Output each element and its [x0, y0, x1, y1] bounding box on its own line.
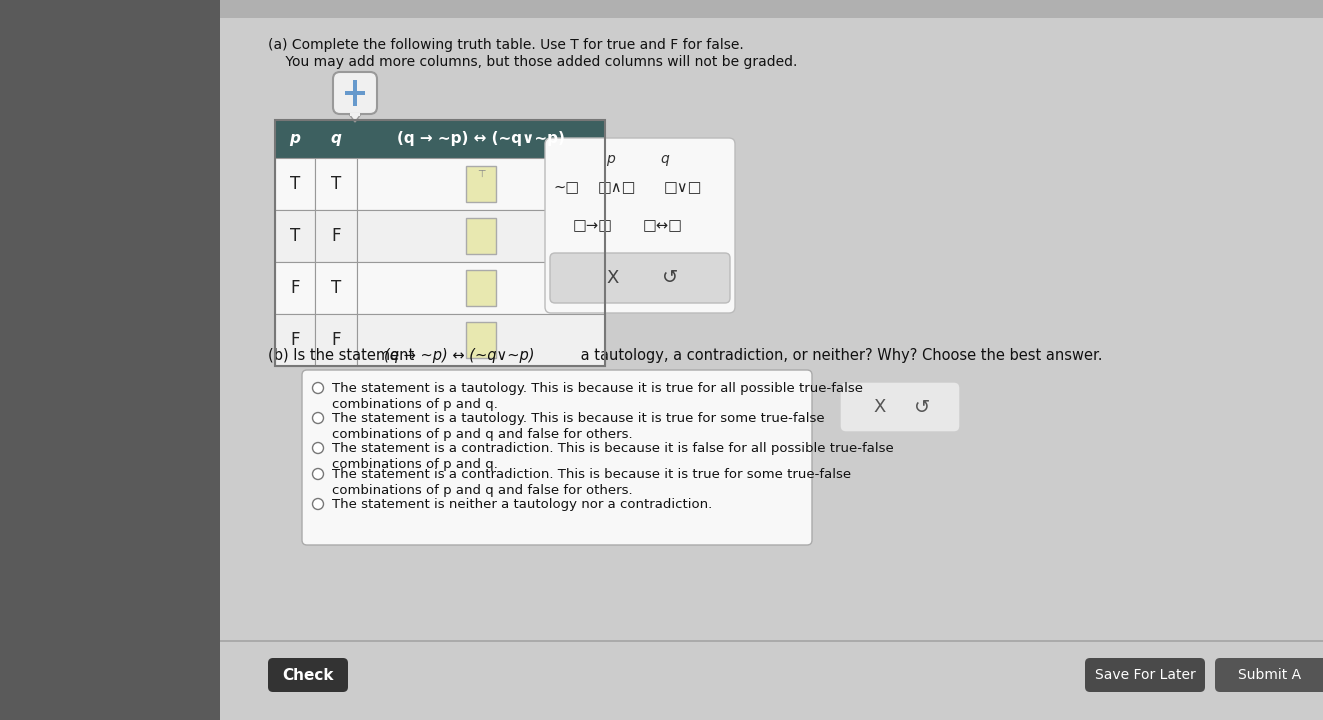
Text: Submit A: Submit A [1238, 668, 1302, 682]
Bar [275, 120, 605, 366]
FancyBboxPatch shape [550, 253, 730, 303]
Bar [220, 640, 1323, 642]
Bar [275, 314, 315, 366]
Bar [275, 158, 315, 210]
Text: F: F [290, 279, 300, 297]
FancyBboxPatch shape [269, 658, 348, 692]
Bar [275, 210, 315, 262]
Circle shape [312, 498, 324, 510]
Bar [315, 210, 357, 262]
Bar [345, 91, 365, 95]
Text: The statement is neither a tautology nor a contradiction.: The statement is neither a tautology nor… [332, 498, 712, 511]
Text: X: X [873, 398, 886, 416]
FancyBboxPatch shape [333, 72, 377, 114]
Bar [220, 0, 1323, 18]
FancyBboxPatch shape [1215, 658, 1323, 692]
FancyBboxPatch shape [302, 370, 812, 545]
Text: ⊤: ⊤ [476, 169, 486, 179]
Text: □∧□: □∧□ [598, 181, 636, 196]
Bar [351, 113, 360, 116]
Text: F: F [331, 227, 341, 245]
Text: q: q [331, 132, 341, 146]
Text: p: p [290, 132, 300, 146]
Text: Check: Check [282, 667, 333, 683]
Bar [466, 322, 496, 358]
Text: □→□: □→□ [573, 218, 613, 233]
Bar [0, 0, 1323, 18]
Text: F: F [290, 331, 300, 349]
Bar [0, 0, 220, 720]
Bar [275, 262, 315, 314]
FancyBboxPatch shape [1085, 658, 1205, 692]
Text: T: T [290, 175, 300, 193]
Text: X: X [607, 269, 619, 287]
Bar [220, 0, 1323, 720]
Text: a tautology, a contradiction, or neither? Why? Choose the best answer.: a tautology, a contradiction, or neither… [576, 348, 1102, 363]
Text: ↺: ↺ [914, 397, 930, 416]
Circle shape [312, 382, 324, 394]
Bar [357, 210, 605, 262]
Circle shape [312, 443, 324, 454]
Text: combinations of ​p​ and ​q​.: combinations of ​p​ and ​q​. [332, 398, 497, 411]
Text: The statement is a contradiction. This is because it is false for all possible t: The statement is a contradiction. This i… [332, 442, 894, 455]
Text: Save For Later: Save For Later [1094, 668, 1196, 682]
Bar [357, 314, 605, 366]
Text: combinations of ​p​ and ​q​.: combinations of ​p​ and ​q​. [332, 458, 497, 471]
Bar [315, 314, 357, 366]
FancyBboxPatch shape [545, 138, 736, 313]
Bar [357, 158, 605, 210]
Text: ↺: ↺ [662, 269, 679, 287]
Bar [353, 80, 357, 106]
Text: combinations of ​p​ and ​q​ and false for others.: combinations of ​p​ and ​q​ and false fo… [332, 484, 632, 497]
Bar [275, 120, 605, 158]
Text: T: T [290, 227, 300, 245]
Text: F: F [331, 331, 341, 349]
Bar [466, 218, 496, 254]
Text: T: T [331, 279, 341, 297]
Bar [315, 158, 357, 210]
Bar [315, 262, 357, 314]
Text: □∨□: □∨□ [664, 181, 703, 196]
Bar [466, 270, 496, 306]
Text: ∼□: ∼□ [554, 181, 579, 196]
Circle shape [312, 469, 324, 480]
Bar [357, 262, 605, 314]
Text: q: q [660, 152, 669, 166]
Text: The statement is a tautology. This is because it is true for some true-false: The statement is a tautology. This is be… [332, 412, 824, 425]
Bar [466, 166, 496, 202]
Text: p: p [606, 152, 614, 166]
Text: The statement is a tautology. This is because it is true for all possible true-f: The statement is a tautology. This is be… [332, 382, 863, 395]
Text: (q → ∼p) ↔ (∼q∨∼p): (q → ∼p) ↔ (∼q∨∼p) [384, 348, 534, 363]
FancyBboxPatch shape [840, 382, 960, 432]
Polygon shape [349, 114, 361, 122]
Circle shape [312, 413, 324, 423]
Text: (b) Is the statement: (b) Is the statement [269, 348, 419, 363]
Text: □↔□: □↔□ [643, 218, 683, 233]
Text: combinations of ​p​ and ​q​ and false for others.: combinations of ​p​ and ​q​ and false fo… [332, 428, 632, 441]
Text: T: T [331, 175, 341, 193]
Text: You may add more columns, but those added columns will not be graded.: You may add more columns, but those adde… [269, 55, 798, 69]
Text: The statement is a contradiction. This is because it is true for some true-false: The statement is a contradiction. This i… [332, 468, 851, 481]
Text: (a) Complete the following truth table. Use T for true and F for false.: (a) Complete the following truth table. … [269, 38, 744, 52]
Text: (q → ∼p) ↔ (∼q∨∼p): (q → ∼p) ↔ (∼q∨∼p) [397, 132, 565, 146]
